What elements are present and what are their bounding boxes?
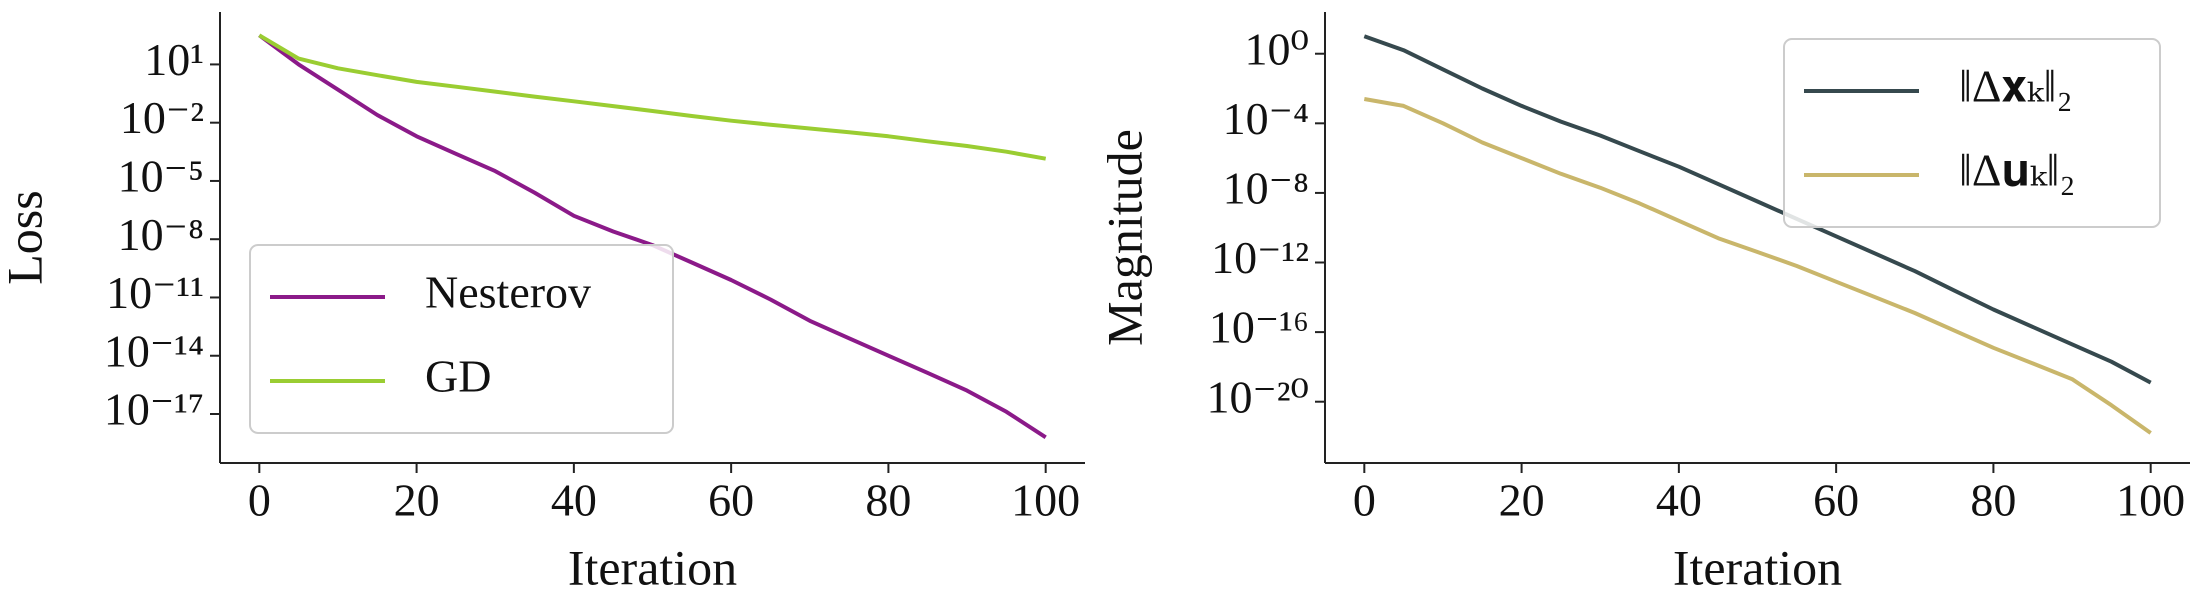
y-tick-label: 10⁻¹⁴: [104, 325, 204, 376]
legend-label: Nesterov: [425, 267, 591, 318]
x-tick-label: 40: [1656, 475, 1702, 526]
x-tick-label: 40: [551, 475, 597, 526]
x-tick-label: 20: [394, 475, 440, 526]
legend-box: [249, 244, 674, 434]
series-line: [258, 33, 1047, 161]
y-tick-label: 10⁻¹⁷: [104, 384, 204, 435]
series-line: [1363, 97, 2152, 435]
x-tick-label: 80: [1970, 475, 2016, 526]
x-tick-label: 80: [865, 475, 911, 526]
y-axis-label: Magnitude: [1096, 129, 1152, 346]
x-tick-label: 60: [708, 475, 754, 526]
y-tick-label: 10⁻⁸: [1223, 162, 1309, 213]
y-tick-label: 10⁻¹⁶: [1209, 302, 1309, 353]
y-tick-label: 10⁻²: [120, 92, 204, 143]
legend-label: GD: [425, 351, 491, 402]
y-axis-label: Loss: [0, 190, 52, 284]
legend-box: [1783, 38, 2161, 228]
y-tick-label: 10¹: [144, 34, 204, 85]
y-tick-label: 10⁻¹¹: [106, 267, 204, 318]
x-tick-label: 100: [2116, 475, 2185, 526]
y-tick-label: 10⁰: [1245, 23, 1309, 74]
y-tick-label: 10⁻¹²: [1211, 232, 1309, 283]
y-tick-label: 10⁻⁴: [1223, 93, 1309, 144]
legend-label: ‖Δ𝐱ₖ‖₂: [1959, 61, 2072, 112]
series-line: [1363, 34, 2152, 385]
y-tick-label: 10⁻²⁰: [1206, 371, 1309, 422]
x-axis-label: Iteration: [1673, 539, 1842, 595]
x-tick-label: 0: [1353, 475, 1376, 526]
legend-label: ‖Δ𝐮ₖ‖₂: [1959, 145, 2075, 196]
x-axis-label: Iteration: [568, 539, 737, 595]
y-tick-label: 10⁻⁸: [118, 209, 204, 260]
x-tick-label: 60: [1813, 475, 1859, 526]
x-tick-label: 20: [1499, 475, 1545, 526]
x-tick-label: 0: [248, 475, 271, 526]
x-tick-label: 100: [1011, 475, 1080, 526]
y-tick-label: 10⁻⁵: [118, 151, 204, 202]
